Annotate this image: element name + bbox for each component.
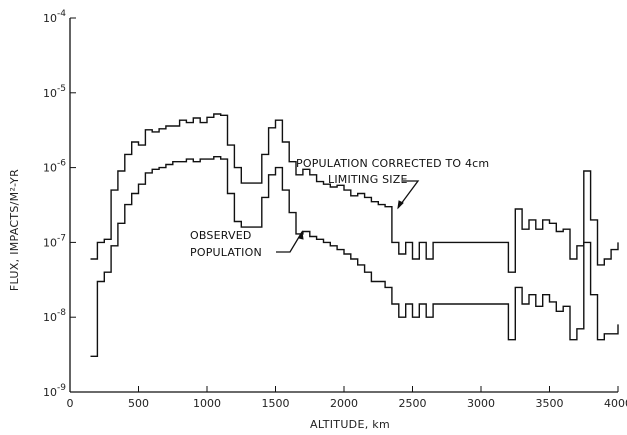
x-tick-label: 0 bbox=[67, 397, 74, 410]
annotation-observed-arrow bbox=[276, 231, 303, 253]
y-tick-label: 10-8 bbox=[43, 308, 66, 324]
axes bbox=[69, 18, 618, 393]
tick-marks bbox=[69, 17, 619, 393]
x-tick-label: 4000 bbox=[604, 397, 627, 410]
y-tick-label: 10-4 bbox=[43, 9, 66, 25]
series-observed bbox=[90, 156, 619, 357]
tick-labels: 0 500 1000 1500 2000 2500 3000 3500 4000 10-9 10-8… bbox=[43, 9, 627, 410]
x-tick-label: 500 bbox=[128, 397, 149, 410]
annotation-corrected-line2: LIMITING SIZE bbox=[328, 173, 408, 186]
x-tick-label: 2500 bbox=[399, 397, 427, 410]
y-tick-label: 10-5 bbox=[43, 84, 66, 100]
x-tick-label: 3000 bbox=[467, 397, 495, 410]
annotation-observed-line1: OBSERVED bbox=[190, 229, 252, 242]
series-corrected bbox=[90, 113, 619, 273]
annotation-observed-arrowhead bbox=[298, 230, 304, 240]
annotation-corrected-arrow bbox=[397, 180, 420, 209]
annotation-corrected-arrowhead bbox=[397, 200, 404, 210]
x-tick-label: 2000 bbox=[330, 397, 358, 410]
x-tick-label: 3500 bbox=[536, 397, 564, 410]
x-tick-label: 1000 bbox=[193, 397, 221, 410]
annotation-observed-line2: POPULATION bbox=[190, 246, 262, 259]
y-tick-label: 10-6 bbox=[43, 159, 66, 175]
annotation-corrected-line1: POPULATION CORRECTED TO 4cm bbox=[296, 157, 489, 170]
x-tick-label: 1500 bbox=[262, 397, 290, 410]
x-axis-label: ALTITUDE, km bbox=[310, 418, 390, 431]
series-lines bbox=[90, 113, 619, 357]
y-axis-label: FLUX, IMPACTS/M²-YR bbox=[8, 169, 21, 291]
y-tick-label: 10-7 bbox=[43, 233, 66, 249]
y-tick-label: 10-9 bbox=[43, 383, 66, 399]
annotations: POPULATION CORRECTED TO 4cm LIMITING SIZ… bbox=[190, 157, 489, 259]
